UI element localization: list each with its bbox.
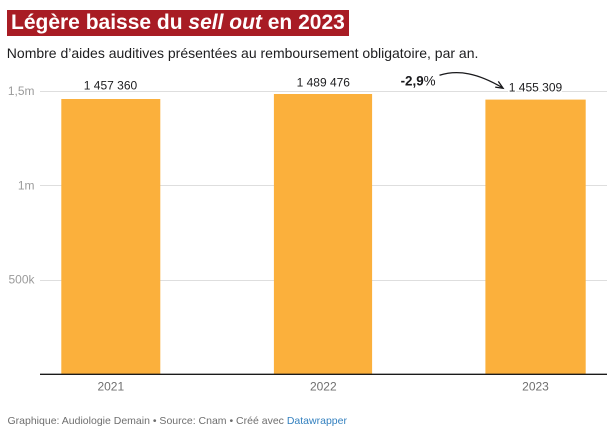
svg-text:1 455 309: 1 455 309 [509,81,563,95]
svg-text:1 489 476: 1 489 476 [297,76,351,90]
svg-text:-2,9%: -2,9% [401,73,436,88]
svg-text:2022: 2022 [310,380,337,394]
svg-text:1,5m: 1,5m [8,84,35,98]
svg-text:500k: 500k [8,273,35,287]
svg-text:1 457 360: 1 457 360 [84,78,138,92]
svg-text:2021: 2021 [97,380,124,394]
svg-text:2023: 2023 [522,380,549,394]
svg-text:1m: 1m [18,178,35,192]
